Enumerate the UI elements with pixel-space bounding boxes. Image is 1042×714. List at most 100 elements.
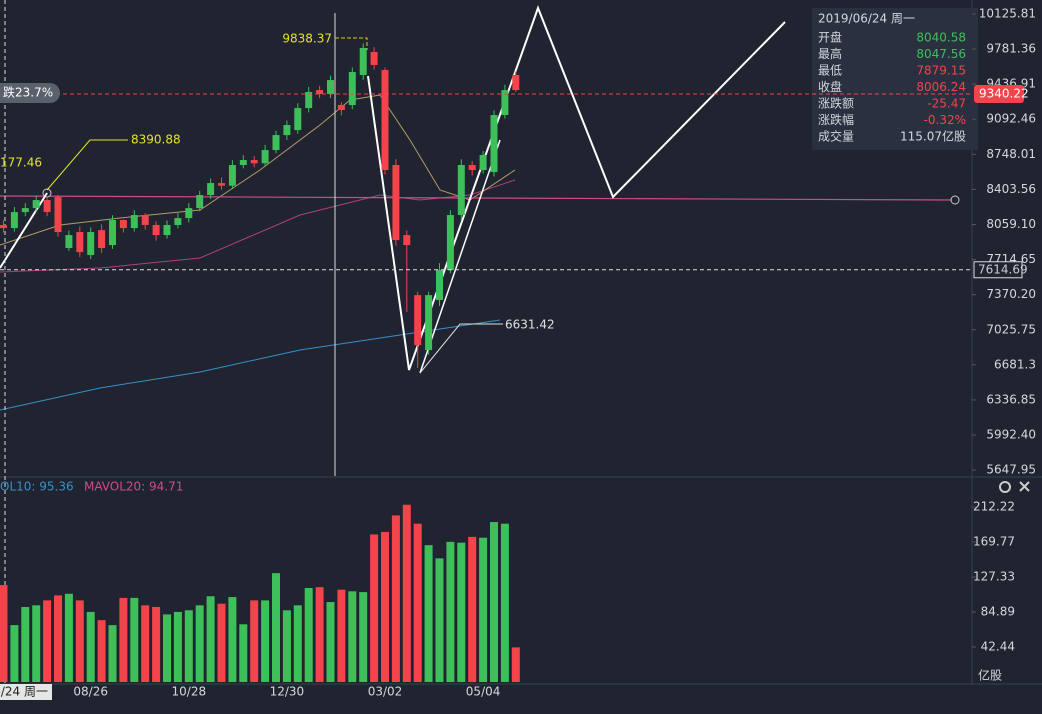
volume-bar bbox=[130, 597, 139, 682]
crosshair-date: 2019/06/24 周一 bbox=[0, 685, 48, 699]
candle-body bbox=[65, 235, 73, 249]
candle-body bbox=[21, 208, 29, 213]
info-value: -0.32% bbox=[924, 113, 966, 127]
volume-bar bbox=[119, 597, 128, 682]
candle-body bbox=[468, 165, 476, 171]
candle-body bbox=[359, 47, 367, 75]
candle-body bbox=[185, 208, 193, 219]
volume-bar bbox=[97, 620, 106, 682]
candle-body bbox=[174, 218, 182, 226]
volume-bar bbox=[239, 624, 248, 682]
candle-body bbox=[163, 225, 171, 236]
volume-bar bbox=[75, 600, 84, 682]
candle-body bbox=[119, 220, 127, 229]
info-label: 最低 bbox=[818, 64, 842, 78]
x-tick-label: 03/02 bbox=[368, 685, 403, 699]
crosshair-tag bbox=[973, 261, 1023, 279]
volume-bar bbox=[511, 647, 520, 682]
y-tick-label: 7370.20 bbox=[986, 287, 1036, 301]
candle-body bbox=[294, 108, 302, 131]
info-value: 115.07亿股 bbox=[900, 129, 966, 144]
candle-body bbox=[218, 183, 225, 186]
volume-bar bbox=[413, 523, 422, 682]
y-tick-label: 9092.46 bbox=[986, 112, 1036, 126]
volume-bar bbox=[64, 593, 73, 682]
candle-body bbox=[337, 105, 345, 111]
volume-bar bbox=[195, 605, 204, 682]
date-tag bbox=[0, 684, 52, 700]
info-value: 8040.58 bbox=[916, 31, 966, 45]
annotation: 跌23.7% bbox=[3, 85, 53, 100]
candle-body bbox=[141, 215, 149, 226]
candle-body bbox=[0, 225, 7, 229]
y-tick-label: 127.33 bbox=[973, 570, 1015, 584]
volume-bar bbox=[10, 625, 19, 682]
volume-bar bbox=[348, 591, 357, 682]
candle-body bbox=[512, 74, 520, 91]
annotation: 6631.42 bbox=[505, 318, 555, 332]
candle-body bbox=[370, 52, 378, 65]
info-value: -25.47 bbox=[927, 97, 966, 111]
info-label: 开盘 bbox=[818, 30, 842, 45]
y-tick-label: 5992.40 bbox=[986, 428, 1036, 442]
volume-bar bbox=[326, 602, 335, 682]
annotation-box bbox=[0, 83, 60, 103]
volume-bar bbox=[359, 592, 368, 682]
volume-bar bbox=[293, 605, 302, 682]
volume-bar bbox=[370, 534, 379, 682]
volume-bar bbox=[163, 614, 171, 682]
info-bg bbox=[812, 8, 978, 150]
info-label: 收盘 bbox=[818, 79, 842, 94]
candle-body bbox=[228, 165, 236, 186]
info-label: 涨跌幅 bbox=[818, 112, 854, 127]
candle-body bbox=[98, 230, 106, 249]
label-leader bbox=[419, 323, 503, 374]
candle-body bbox=[10, 212, 18, 229]
info-label: 成交量 bbox=[818, 129, 854, 144]
candle-body bbox=[76, 232, 84, 253]
volume-bar bbox=[457, 542, 466, 682]
y-tick-label: 10125.81 bbox=[979, 6, 1036, 20]
volume-bar bbox=[206, 596, 215, 682]
y-tick-label: 9781.36 bbox=[986, 42, 1036, 56]
x-tick-label: 05/04 bbox=[466, 685, 501, 699]
candle-body bbox=[490, 115, 498, 173]
annotation: 177.46 bbox=[0, 156, 42, 170]
volume-bar bbox=[86, 611, 95, 682]
volume-bar bbox=[217, 603, 226, 682]
volume-bar bbox=[435, 558, 444, 682]
volume-bar bbox=[250, 600, 259, 682]
y-tick-label: 6336.85 bbox=[986, 392, 1036, 406]
y-tick-label: 8748.01 bbox=[986, 147, 1036, 161]
candle-body bbox=[381, 69, 389, 171]
volume-bar bbox=[402, 504, 411, 682]
annotation: 8390.88 bbox=[131, 133, 181, 147]
candle-body bbox=[348, 72, 356, 106]
candle-body bbox=[392, 165, 400, 241]
candle-body bbox=[446, 215, 454, 271]
volume-bar bbox=[282, 610, 291, 682]
candle-body bbox=[403, 235, 411, 246]
candle-body bbox=[87, 232, 95, 256]
y-tick-label: 169.77 bbox=[973, 535, 1015, 549]
candle-body bbox=[316, 90, 324, 95]
candle-body bbox=[109, 220, 116, 246]
volume-bar bbox=[490, 522, 498, 682]
candle-body bbox=[283, 124, 291, 136]
candle-body bbox=[501, 90, 509, 116]
gear-icon[interactable] bbox=[999, 481, 1011, 493]
volume-bar bbox=[141, 605, 150, 682]
volume-bar bbox=[424, 545, 433, 682]
volume-bar bbox=[43, 600, 52, 682]
volume-bar bbox=[500, 523, 509, 682]
volume-bar bbox=[315, 587, 324, 682]
candle-body bbox=[32, 200, 40, 209]
volume-bar bbox=[261, 600, 270, 682]
candle-body bbox=[436, 270, 443, 301]
volume-bar bbox=[21, 606, 30, 682]
trend-line bbox=[0, 195, 956, 201]
candle-body bbox=[54, 197, 62, 233]
close-icon[interactable] bbox=[1019, 481, 1030, 492]
